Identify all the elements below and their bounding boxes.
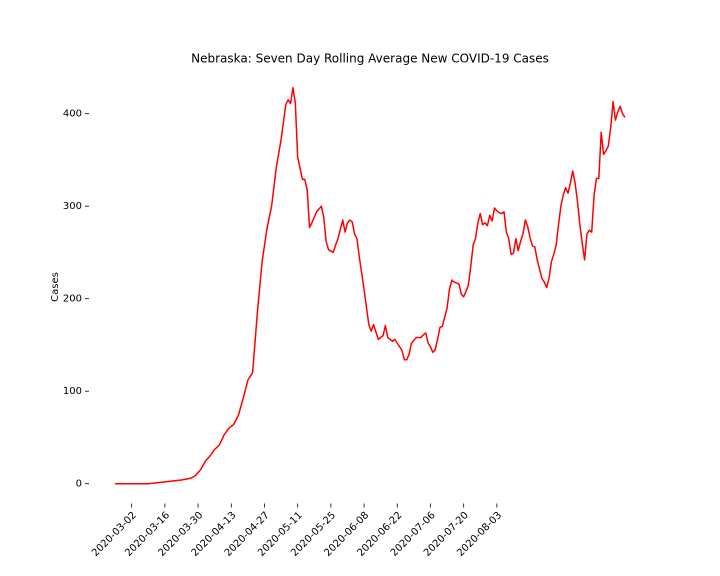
chart-title: Nebraska: Seven Day Rolling Average New … xyxy=(191,52,549,66)
y-tick-label: 300 xyxy=(63,201,82,212)
y-tick-label: 0 xyxy=(76,479,82,490)
y-tick-label: 200 xyxy=(63,294,82,305)
y-tick-label: 100 xyxy=(63,386,82,397)
data-line xyxy=(115,87,626,485)
y-axis-label: Cases xyxy=(50,272,61,302)
y-tick-label: 400 xyxy=(63,109,82,120)
